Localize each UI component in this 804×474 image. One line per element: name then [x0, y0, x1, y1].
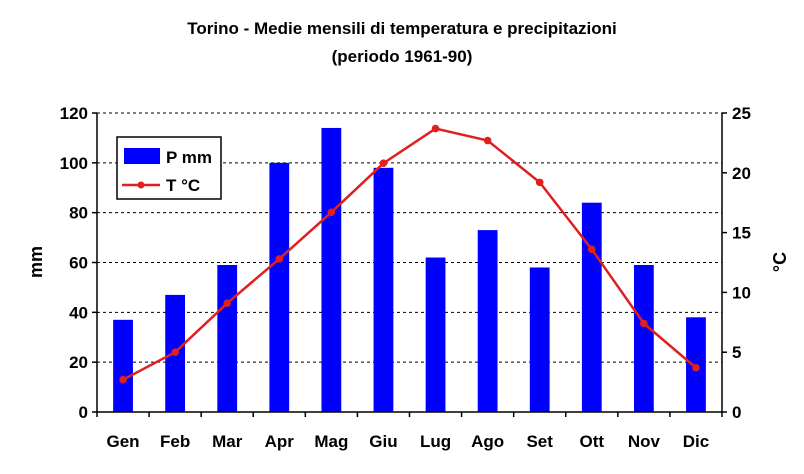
temp-point-ago [483, 136, 492, 145]
bar-precip-mag [321, 127, 342, 412]
bar-precip-ago [477, 230, 498, 412]
y-axis-left-title: mm [26, 246, 46, 278]
legend: P mm T °C [116, 136, 222, 200]
x-tick-label-ott: Ott [580, 432, 605, 451]
y-right-tick-label: 5 [732, 343, 741, 362]
bar-precip-ott [581, 202, 602, 412]
x-tick-label-dic: Dic [683, 432, 709, 451]
x-tick-label-mar: Mar [212, 432, 243, 451]
x-tick-label-nov: Nov [628, 432, 661, 451]
bar-precip-lug [425, 257, 446, 412]
y-left-tick-label: 120 [60, 104, 88, 123]
x-tick-label-ago: Ago [471, 432, 504, 451]
temp-point-mag [327, 208, 336, 217]
x-tick-label-giu: Giu [369, 432, 397, 451]
y-right-tick-label: 20 [732, 164, 751, 183]
bar-precip-gen [113, 319, 133, 412]
temp-point-gen [119, 375, 127, 384]
temp-point-set [535, 178, 544, 187]
legend-swatch-temp-marker [137, 181, 145, 189]
legend-label-temp: T °C [166, 176, 200, 195]
chart-title: Torino - Medie mensili di temperatura e … [187, 19, 616, 38]
temp-point-ott [587, 245, 596, 254]
y-left-tick-label: 80 [69, 204, 88, 223]
y-right-tick-label: 25 [732, 104, 751, 123]
x-tick-label-feb: Feb [160, 432, 190, 451]
bar-precip-giu [373, 167, 394, 412]
y-left-tick-label: 0 [79, 403, 88, 422]
y-left-tick-label: 60 [69, 254, 88, 273]
legend-label-precip: P mm [166, 148, 212, 167]
temp-point-feb [171, 348, 179, 357]
temperature-line [122, 127, 697, 381]
bar-precip-set [529, 267, 550, 412]
bar-precip-apr [269, 162, 290, 412]
temp-point-giu [379, 159, 388, 168]
y-axis-right-title: °C [770, 252, 790, 272]
temp-point-dic [692, 363, 700, 372]
x-tick-label-apr: Apr [265, 432, 295, 451]
y-right-tick-label: 0 [732, 403, 741, 422]
y-right-tick-label: 10 [732, 283, 751, 302]
legend-box [116, 136, 222, 200]
y-left-tick-label: 100 [60, 154, 88, 173]
temp-point-apr [275, 255, 284, 263]
chart-subtitle: (periodo 1961-90) [332, 47, 473, 66]
temp-point-lug [431, 124, 440, 133]
x-tick-label-mag: Mag [314, 432, 348, 451]
legend-swatch-precip [124, 148, 160, 164]
bar-precip-nov [633, 264, 654, 412]
x-tick-label-gen: Gen [107, 432, 140, 451]
y-left-tick-label: 20 [69, 353, 88, 372]
y-left-tick-label: 40 [69, 303, 88, 322]
temp-point-nov [640, 319, 648, 328]
bar-precip-mar [217, 264, 238, 412]
x-tick-label-lug: Lug [420, 432, 451, 451]
y-right-tick-label: 15 [732, 224, 751, 243]
x-tick-label-set: Set [526, 432, 553, 451]
temp-point-mar [223, 299, 232, 307]
